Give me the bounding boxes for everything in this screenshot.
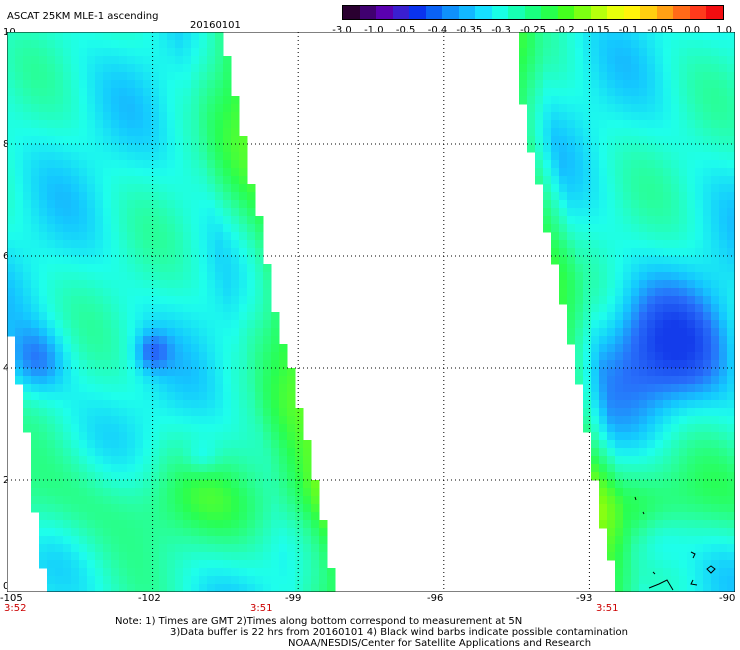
lon-label-93: -93 <box>576 593 593 604</box>
time-label-3: 3:51 <box>596 603 619 614</box>
color-scale-swatch-16 <box>607 6 624 19</box>
date-label: 20160101 <box>190 20 241 31</box>
coastline-outline <box>634 496 716 591</box>
color-scale-swatch-8 <box>475 6 492 19</box>
footnote-line-2: 3)Data buffer is 22 hrs from 20160101 4)… <box>170 627 628 638</box>
color-scale-swatch-22 <box>706 6 723 19</box>
color-scale-tick-2: -0.5 <box>395 25 416 36</box>
color-scale-tick-11: 0.0 <box>684 25 701 36</box>
color-scale-swatch-6 <box>442 6 459 19</box>
color-scale-tick-7: -0.2 <box>555 25 575 36</box>
color-scale-swatch-12 <box>541 6 558 19</box>
color-scale-tick-8: -0.15 <box>583 25 610 36</box>
color-scale-swatch-9 <box>491 6 509 19</box>
footnote-line-3: NOAA/NESDIS/Center for Satellite Applica… <box>288 638 592 649</box>
lon-label-96: -96 <box>427 593 444 604</box>
color-scale-tick-1: -1.0 <box>364 25 384 36</box>
color-scale-swatch-7 <box>458 6 476 19</box>
lat-label-8: 8 <box>3 139 10 150</box>
color-scale-tick-10: -0.05 <box>647 25 674 36</box>
color-scale-tick-4: -0.35 <box>456 25 483 36</box>
color-scale-swatch-1 <box>359 6 377 19</box>
color-scale-tick-12: 1.0 <box>716 25 732 36</box>
lon-label-105: -105 <box>0 593 23 604</box>
lat-label-2: 2 <box>3 475 10 486</box>
color-scale-swatch-15 <box>590 6 608 19</box>
color-scale-swatch-5 <box>425 6 443 19</box>
swath-layer <box>7 32 735 592</box>
color-scale-tick-6: -0.25 <box>520 25 546 36</box>
lon-label-102: -102 <box>138 593 161 604</box>
color-scale-swatch-3 <box>392 6 410 19</box>
color-scale-swatch-18 <box>640 6 657 19</box>
color-scale-swatch-14 <box>574 6 591 19</box>
color-scale-tick-0: -3.0 <box>332 25 352 36</box>
time-label-1: 3:52 <box>4 603 27 614</box>
color-scale-swatch-11 <box>524 6 542 19</box>
graticule <box>7 32 735 592</box>
time-label-2: 3:51 <box>250 603 273 614</box>
lon-label-90: -90 <box>719 593 736 604</box>
color-scale-swatch-10 <box>508 6 525 19</box>
footnote-line-1: Note: 1) Times are GMT 2)Times along bot… <box>115 616 523 627</box>
color-scale-tick-9: -0.1 <box>618 25 639 36</box>
color-scale-swatch-20 <box>673 6 690 19</box>
color-scale-swatch-19 <box>656 6 674 19</box>
color-scale-swatch-2 <box>376 6 393 19</box>
color-scale-swatch-4 <box>409 6 426 19</box>
color-scale-swatch-21 <box>689 6 707 19</box>
color-scale-swatch-17 <box>623 6 641 19</box>
color-scale-bar <box>342 5 724 20</box>
lon-label-99: -99 <box>285 593 302 604</box>
color-scale-tick-5: -0.3 <box>491 25 511 36</box>
lat-label-6: 6 <box>3 251 10 262</box>
wind-speed-map <box>7 32 735 592</box>
lat-label-4: 4 <box>3 363 10 374</box>
color-scale-swatch-13 <box>557 6 575 19</box>
lat-label-0: 0 <box>3 581 10 592</box>
product-title: ASCAT 25KM MLE-1 ascending <box>7 11 159 22</box>
color-scale-swatch-0 <box>343 6 360 19</box>
color-scale-tick-3: -0.4 <box>427 25 448 36</box>
